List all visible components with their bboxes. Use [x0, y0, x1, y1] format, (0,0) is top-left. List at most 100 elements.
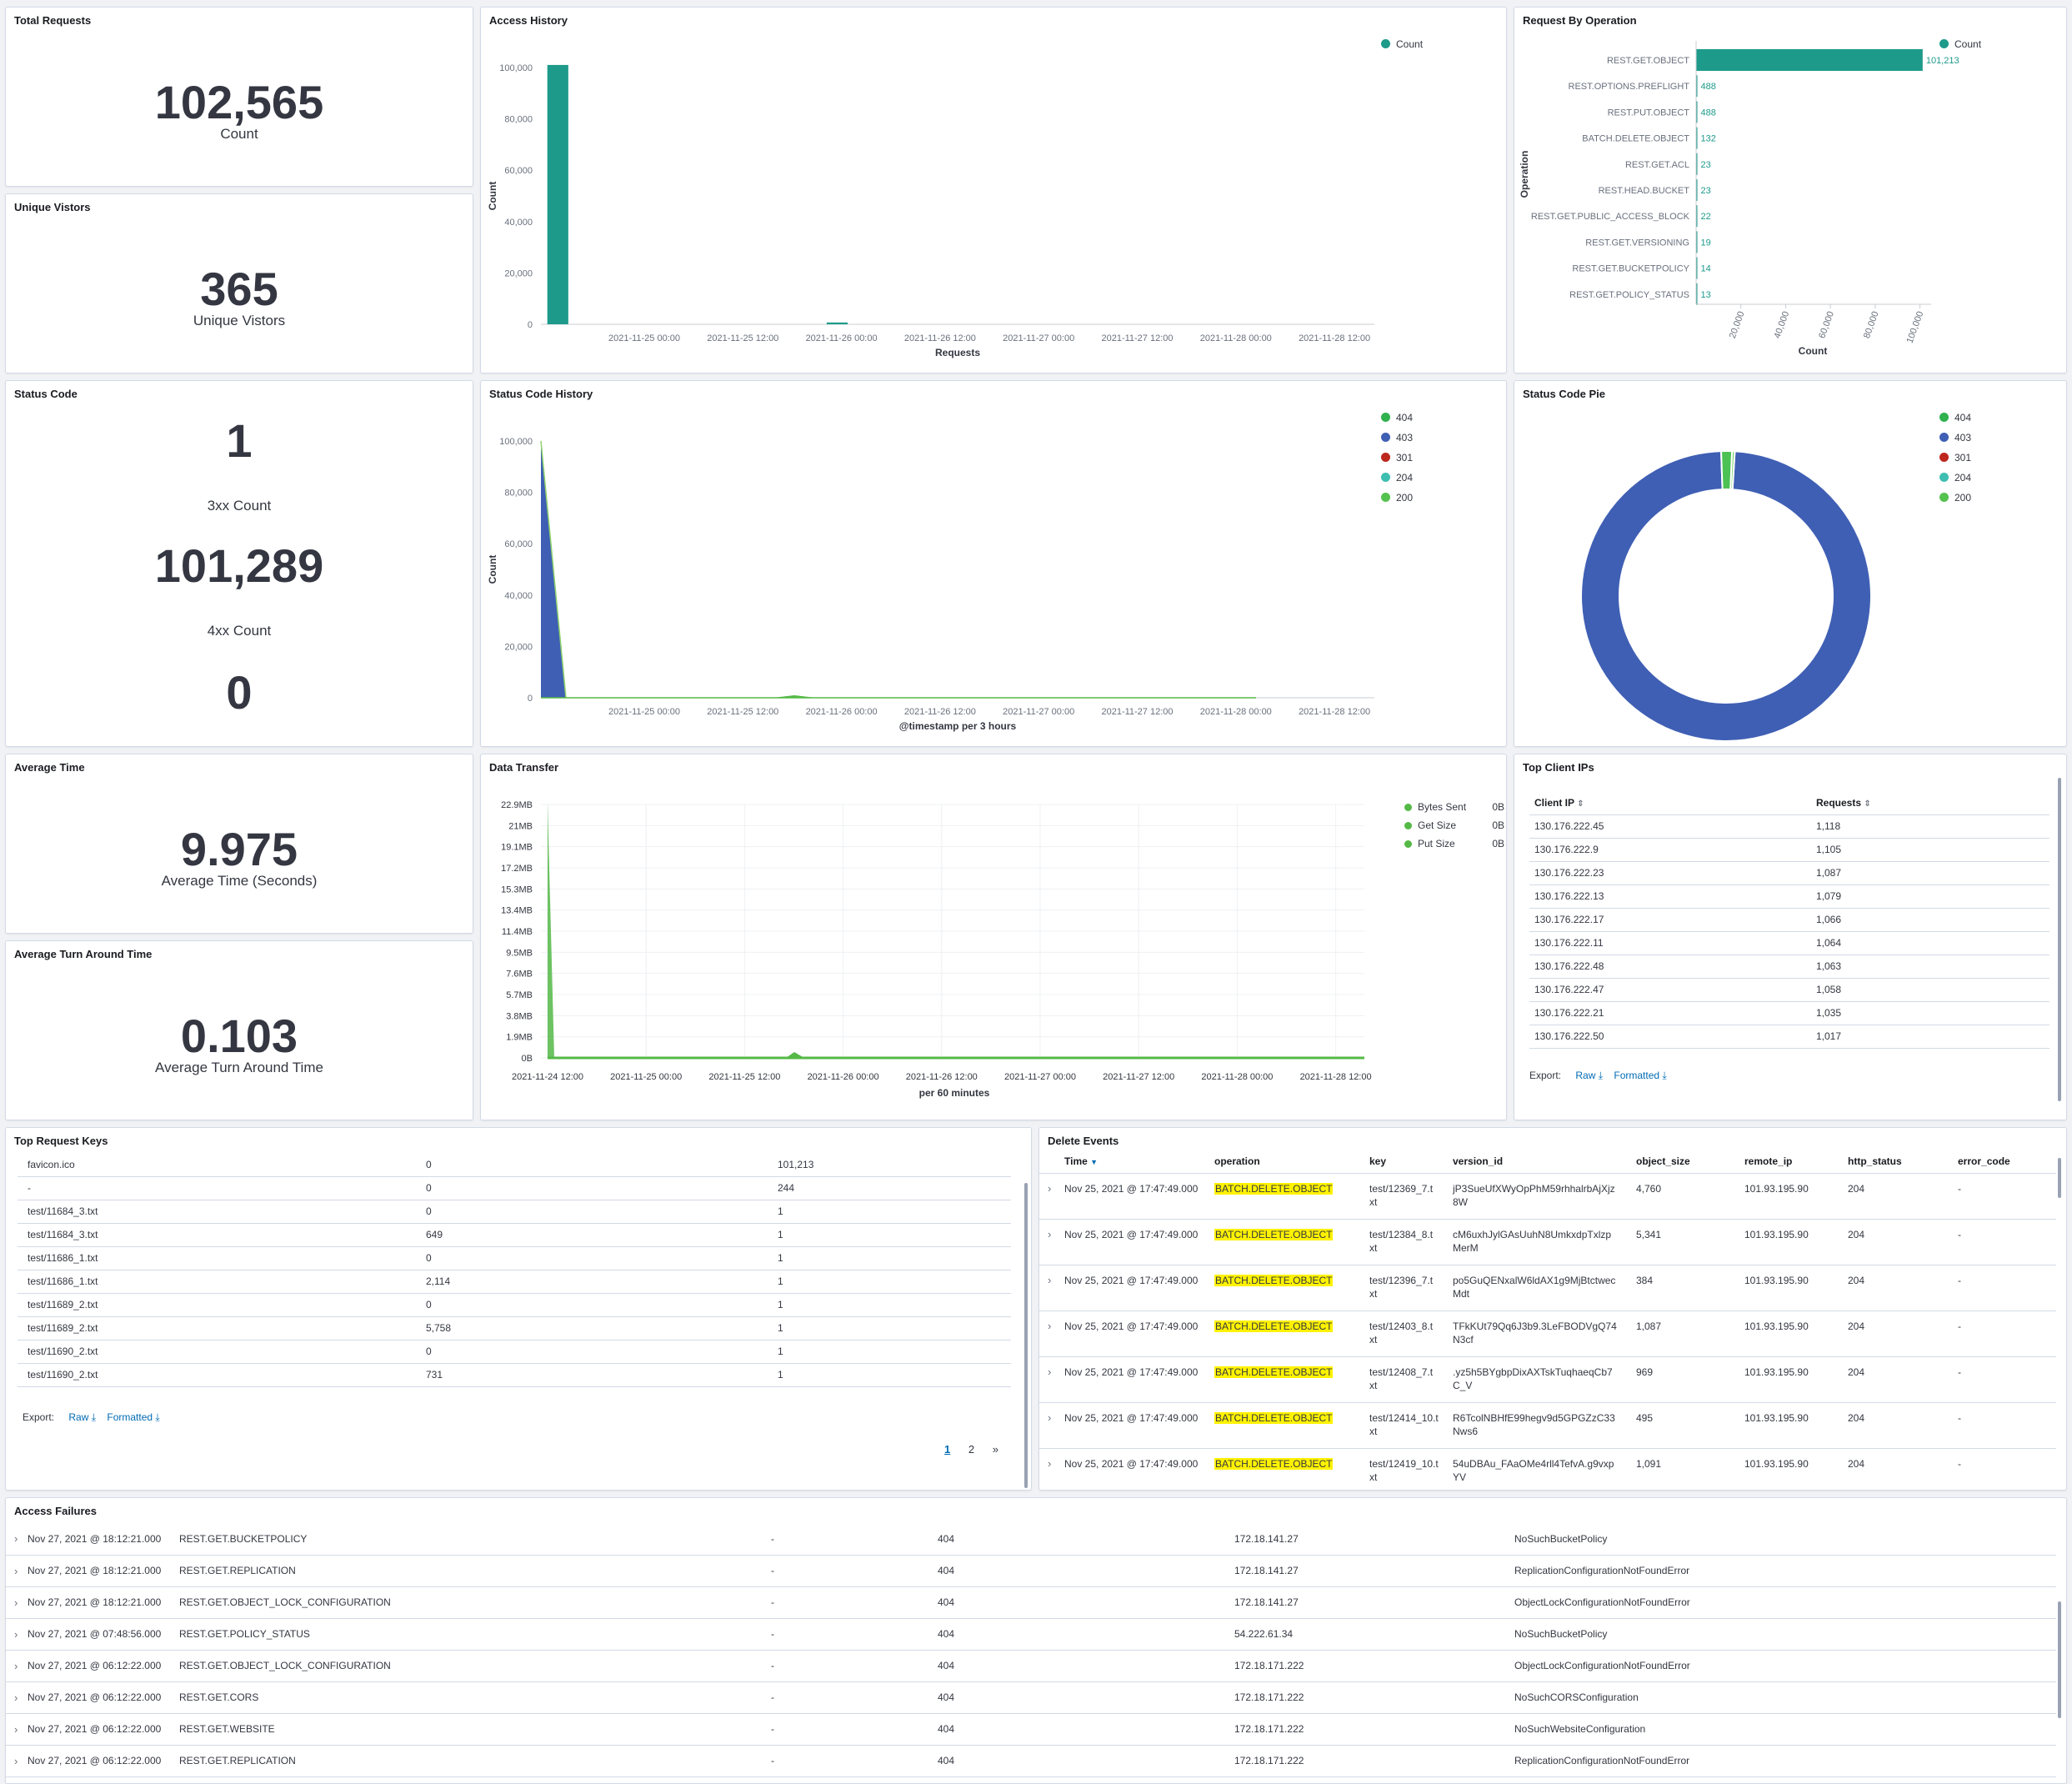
scrollbar[interactable] — [2058, 1601, 2061, 1718]
panel-title: Total Requests — [14, 14, 92, 27]
page-1-button[interactable]: 1 — [944, 1443, 951, 1456]
legend-item[interactable]: 301 — [1381, 448, 1413, 468]
column-header-version-id[interactable]: version_id — [1453, 1155, 1504, 1167]
client-ip-cell: 130.176.222.50 — [1534, 1030, 1604, 1042]
legend-item[interactable]: 200 — [1939, 488, 1971, 508]
table-row[interactable]: › Nov 27, 2021 @ 18:12:21.000 REST.GET.OBJ… — [6, 1586, 2056, 1618]
table-row: test/11689_2.txt 0 1 — [18, 1293, 1011, 1316]
expand-icon[interactable]: › — [1048, 1411, 1052, 1424]
column-header-key[interactable]: key — [1369, 1155, 1387, 1167]
scrollbar[interactable] — [2058, 1158, 2061, 1198]
column-header-error-code[interactable]: error_code — [1958, 1155, 2010, 1167]
legend-item[interactable]: 404 — [1939, 408, 1971, 428]
table-row[interactable]: › Nov 27, 2021 @ 06:12:22.000 REST.GET.COR… — [6, 1681, 2056, 1713]
client-ip-cell: 130.176.222.11 — [1534, 937, 1604, 949]
export-raw-link[interactable]: Raw ⤓ — [68, 1411, 97, 1423]
expand-icon[interactable]: › — [14, 1564, 18, 1577]
category-label: REST.OPTIONS.PREFLIGHT — [1569, 82, 1690, 92]
column-header-remote-ip[interactable]: remote_ip — [1744, 1155, 1793, 1167]
page-2-button[interactable]: 2 — [968, 1443, 975, 1456]
next-page-button[interactable]: » — [992, 1443, 998, 1456]
metric-3xx: 1 — [6, 418, 473, 464]
table-row: 130.176.222.11 1,064 — [1529, 931, 2049, 955]
table-row[interactable]: › Nov 27, 2021 @ 18:12:21.000 REST.GET.REP… — [6, 1555, 2056, 1586]
object-size-cell: 5,341 — [1636, 1228, 1662, 1240]
legend-item[interactable]: Put Size 0B — [1404, 834, 1504, 853]
table-row[interactable]: › Nov 25, 2021 @ 17:47:49.000 BATCH.DELETE… — [1039, 1265, 2056, 1310]
table-row[interactable]: › Nov 25, 2021 @ 17:47:49.000 BATCH.DELETE… — [1039, 1310, 2056, 1356]
metric-value: 9.975 — [180, 823, 298, 875]
export-formatted-link[interactable]: Formatted ⤓ — [107, 1411, 160, 1423]
status-code-pie-panel: Status Code Pie 404 403 301 204 200 — [1514, 380, 2067, 747]
legend-item[interactable]: Count — [1939, 34, 1981, 54]
legend-item[interactable]: Count — [1381, 34, 1423, 54]
export-raw-link[interactable]: Raw ⤓ — [1575, 1070, 1604, 1081]
metric-label: Average Turn Around Time — [155, 1060, 323, 1075]
column-header-http-status[interactable]: http_status — [1848, 1155, 1902, 1167]
legend-dot-icon — [1939, 453, 1949, 462]
legend-value: 0B — [1492, 838, 1504, 849]
table-row[interactable]: › Nov 27, 2021 @ 06:12:22.000 REST.GET.WEB… — [6, 1713, 2056, 1745]
table-row: favicon.ico 0 101,213 — [18, 1153, 1011, 1176]
x-axis-title: Requests — [935, 347, 980, 358]
sort-icon[interactable]: ⇕ — [1864, 799, 1871, 809]
metric-label: Count — [220, 126, 258, 142]
column-header-operation[interactable]: operation — [1214, 1155, 1260, 1167]
client-ip-cell: 130.176.222.45 — [1534, 820, 1604, 832]
expand-icon[interactable]: › — [14, 1754, 18, 1767]
column-header-requests[interactable]: Requests ⇕ — [1816, 796, 1871, 809]
bar-value-label: 488 — [1701, 108, 1716, 118]
y-axis-title: Count — [487, 182, 498, 211]
legend-item[interactable]: 200 — [1381, 488, 1413, 508]
legend-item[interactable]: Get Size 0B — [1404, 816, 1504, 834]
expand-icon[interactable]: › — [14, 1722, 18, 1736]
error-code-cell: - — [1958, 1228, 1961, 1240]
legend-item[interactable]: 404 — [1381, 408, 1413, 428]
expand-icon[interactable]: › — [1048, 1365, 1052, 1378]
expand-icon[interactable]: › — [1048, 1319, 1052, 1332]
expand-icon[interactable]: › — [1048, 1181, 1052, 1195]
legend-item[interactable]: 403 — [1939, 428, 1971, 448]
sort-desc-icon[interactable]: ▼ — [1090, 1157, 1099, 1166]
expand-icon[interactable]: › — [14, 1659, 18, 1672]
expand-icon[interactable]: › — [14, 1691, 18, 1704]
status-code-history-panel: Status Code History 0 20,000 40,000 60,000 8… — [480, 380, 1507, 747]
y-tick-label: 11.4MB — [502, 927, 533, 937]
export-formatted-link[interactable]: Formatted ⤓ — [1614, 1070, 1667, 1081]
table-row[interactable]: › Nov 27, 2021 @ 06:12:22.000 REST.GET.OBJ… — [6, 1650, 2056, 1681]
table-row[interactable]: › Nov 25, 2021 @ 17:47:49.000 BATCH.DELETE… — [1039, 1356, 2056, 1402]
column-header-time[interactable]: Time ▼ — [1064, 1155, 1099, 1167]
column-header-client-ip[interactable]: Client IP ⇕ — [1534, 796, 1584, 809]
table-row[interactable]: › Nov 25, 2021 @ 17:47:49.000 BATCH.DELETE… — [1039, 1219, 2056, 1265]
expand-icon[interactable]: › — [1048, 1456, 1052, 1470]
table-row[interactable]: › Nov 25, 2021 @ 17:47:49.000 BATCH.DELETE… — [1039, 1173, 2056, 1219]
expand-icon[interactable]: › — [1048, 1273, 1052, 1286]
legend-item[interactable]: Bytes Sent 0B — [1404, 798, 1504, 816]
object-size-cell: 1,091 — [1636, 1457, 1662, 1470]
requests-cell: 1,058 — [1816, 984, 1842, 995]
table-row[interactable]: › Nov 27, 2021 @ 07:48:56.000 REST.GET.POL… — [6, 1618, 2056, 1650]
pagination: 1 2 » — [944, 1443, 998, 1456]
scrollbar[interactable] — [1024, 1183, 1028, 1488]
table-row[interactable]: › Nov 27, 2021 @ 06:12:22.000 REST.GET.REP… — [6, 1745, 2056, 1776]
scrollbar[interactable] — [2058, 778, 2061, 1101]
legend-item[interactable]: 204 — [1939, 468, 1971, 488]
table-row[interactable]: › Nov 25, 2021 @ 17:47:49.000 BATCH.DELETE… — [1039, 1402, 2056, 1448]
legend-item[interactable]: 301 — [1939, 448, 1971, 468]
expand-icon[interactable]: › — [14, 1596, 18, 1609]
sort-icon[interactable]: ⇕ — [1577, 799, 1584, 809]
y-tick-label: 0 — [528, 320, 533, 330]
legend-item[interactable]: 403 — [1381, 428, 1413, 448]
column-header-object-size[interactable]: object_size — [1636, 1155, 1690, 1167]
bar-value-label: 23 — [1701, 186, 1711, 196]
legend: 404 403 301 204 200 — [1381, 408, 1413, 508]
time-cell: Nov 25, 2021 @ 17:47:49.000 — [1064, 1366, 1199, 1378]
expand-icon[interactable]: › — [14, 1532, 18, 1546]
expand-icon[interactable]: › — [14, 1627, 18, 1641]
table-row[interactable]: › Nov 27, 2021 @ 18:12:21.000 REST.GET.BUC… — [6, 1523, 2056, 1555]
count-cell: 1 — [778, 1205, 783, 1217]
expand-icon[interactable]: › — [1048, 1227, 1052, 1240]
y-tick-label: 100,000 — [499, 437, 533, 447]
table-row[interactable]: › Nov 25, 2021 @ 17:47:49.000 BATCH.DELETE… — [1039, 1448, 2056, 1490]
legend-item[interactable]: 204 — [1381, 468, 1413, 488]
